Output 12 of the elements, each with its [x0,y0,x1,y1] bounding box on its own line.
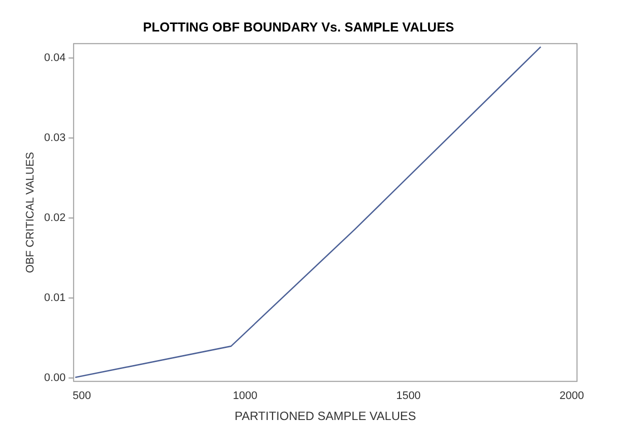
x-tick-label: 1500 [396,390,421,402]
y-axis-title: OBF CRITICAL VALUES [24,152,37,274]
chart-title: PLOTTING OBF BOUNDARY Vs. SAMPLE VALUES [142,19,454,34]
x-axis-title: PARTITIONED SAMPLE VALUES [234,409,416,424]
y-tick-label: 0.03 [44,132,66,144]
x-tick-label: 2000 [560,390,584,402]
x-tick-label: 500 [72,390,91,402]
x-tick-label: 1000 [232,390,258,402]
y-tick-label: 0.02 [44,212,66,224]
y-tick-label: 0.01 [44,292,66,304]
y-tick-label: 0.04 [44,52,66,64]
y-tick-label: 0.00 [44,372,66,384]
